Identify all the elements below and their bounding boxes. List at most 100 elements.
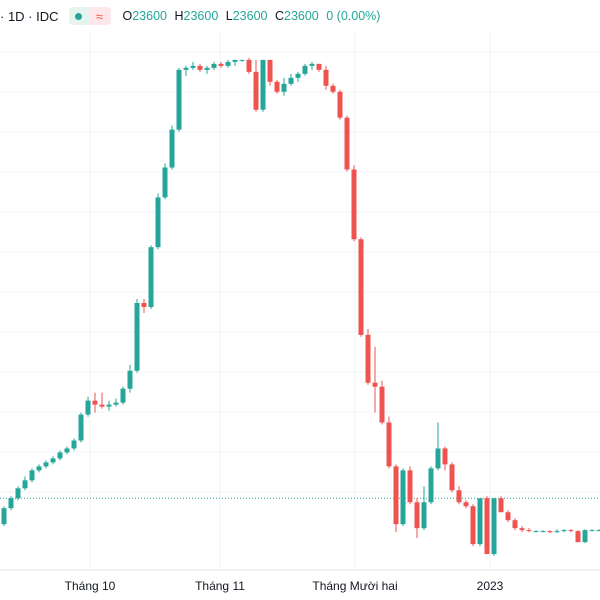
candle-body (232, 59, 238, 62)
candle-body (1, 508, 7, 525)
candle-body (463, 502, 469, 507)
candle-body (239, 59, 245, 61)
candle-body (344, 117, 350, 170)
candle-body (372, 382, 378, 387)
candle-body (190, 65, 196, 68)
candle-body (519, 528, 525, 531)
candle-body (337, 91, 343, 118)
market-status-icon[interactable] (68, 7, 89, 25)
candle-body (449, 464, 455, 491)
candle-body (582, 530, 588, 543)
candle-body (414, 502, 420, 529)
candle-body (407, 470, 413, 503)
candle-body (379, 386, 385, 423)
candle-body (288, 77, 294, 84)
candle-body (183, 67, 189, 70)
x-tick-label: Tháng Mười hai (312, 579, 397, 593)
candle-body (316, 63, 322, 70)
candle-body (435, 448, 441, 469)
candle-body (246, 59, 252, 72)
candle-body (71, 440, 77, 449)
candle-body (64, 448, 70, 453)
candle-body (456, 490, 462, 503)
candle-body (253, 71, 259, 110)
symbol-label[interactable]: · 1D · IDC (0, 8, 59, 24)
candle-body (323, 69, 329, 86)
candle-body (176, 69, 182, 130)
candle-body (512, 520, 518, 529)
candle-body (589, 530, 595, 532)
candle-body (267, 59, 273, 82)
candle-body (92, 400, 98, 405)
candle-body (211, 63, 217, 68)
candle-body (358, 239, 364, 335)
candle-body (260, 59, 266, 110)
candle-body (169, 129, 175, 168)
candle-body (134, 302, 140, 371)
open-key: O (122, 9, 133, 23)
wave-icon[interactable]: ≈ (88, 7, 111, 25)
candle-body (106, 404, 112, 407)
low-key: L (225, 9, 233, 23)
candle-body (491, 498, 497, 555)
candle-body (498, 498, 504, 513)
candle-body (43, 462, 49, 467)
candle-body (50, 458, 56, 463)
candle-body (29, 470, 35, 481)
candle-body (162, 167, 168, 198)
chart-header: · 1D · IDC ≈ O23600 H23600 L23600 C23600… (0, 0, 600, 32)
candle-body (8, 498, 14, 509)
candle-body (477, 498, 483, 545)
candle-body (554, 531, 560, 533)
candle-body (85, 400, 91, 415)
status-dot-icon (75, 12, 82, 20)
candle-body (302, 65, 308, 74)
candle-body (148, 247, 154, 307)
candle-body (442, 448, 448, 465)
open-value: 23600 (132, 9, 167, 23)
candle-body (127, 370, 133, 389)
candle-body (393, 466, 399, 525)
candle-body (295, 73, 301, 78)
candle-body (421, 502, 427, 529)
candle-body (547, 531, 553, 533)
x-tick-label: 2023 (477, 579, 504, 593)
candle-body (484, 498, 490, 555)
status-pill[interactable]: ≈ (68, 7, 111, 25)
candle-body (120, 388, 126, 403)
candle-body (274, 81, 280, 92)
candle-body (470, 506, 476, 545)
candle-body (225, 61, 231, 66)
candle-body (575, 531, 581, 543)
candle-body (561, 530, 567, 532)
candle-body (330, 85, 336, 92)
low-value: 23600 (232, 9, 268, 23)
candle-body (533, 531, 539, 533)
candle-body (197, 65, 203, 70)
candle-body (526, 530, 532, 532)
high-key: H (174, 9, 184, 23)
candle-body (36, 466, 42, 471)
candle-body (568, 530, 574, 532)
change-value: 0 (0.00%) (326, 9, 381, 23)
x-tick-label: Tháng 11 (195, 579, 245, 593)
candle-body (400, 470, 406, 525)
candle-body (155, 197, 161, 248)
x-tick-label: Tháng 10 (65, 579, 116, 593)
candle-body (428, 468, 434, 503)
ohlc-readout: O23600 H23600 L23600 C23600 0 (0.00%) (123, 9, 385, 23)
candle-body (204, 67, 210, 70)
candle-body (365, 334, 371, 383)
close-value: 23600 (284, 9, 319, 23)
candle-body (78, 414, 84, 441)
candle-body (99, 404, 105, 407)
candle-body (540, 531, 546, 533)
candle-body (15, 488, 21, 499)
candle-body (218, 63, 224, 66)
candle-body (22, 480, 28, 489)
close-key: C (274, 9, 284, 23)
candle-body (596, 530, 600, 532)
high-value: 23600 (183, 9, 219, 23)
candle-body (386, 422, 392, 467)
